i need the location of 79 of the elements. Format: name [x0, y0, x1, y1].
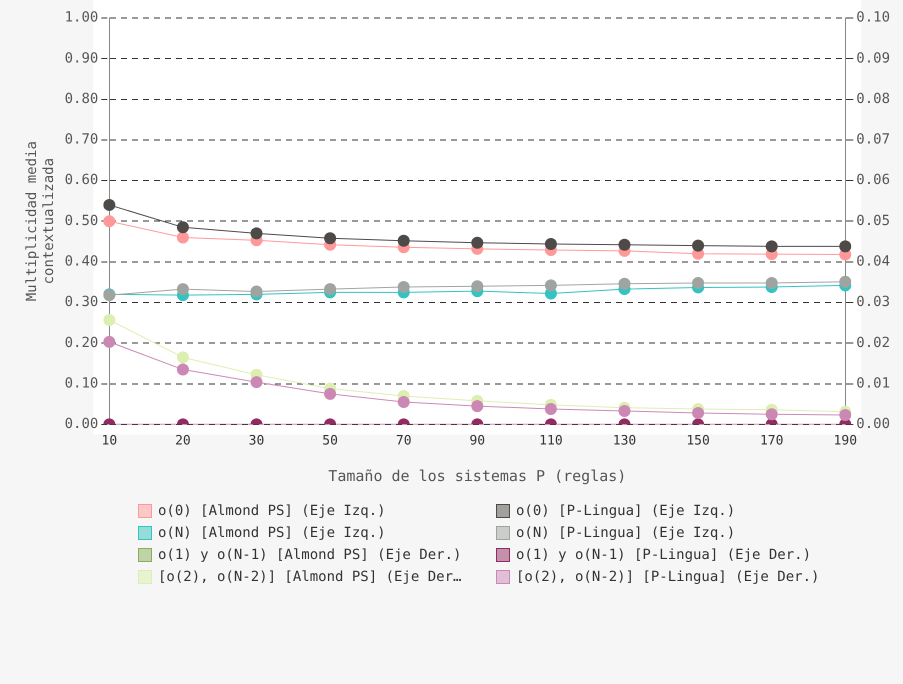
x-tick-label: 20: [175, 434, 191, 449]
y2-tick-label: 0.10: [856, 10, 890, 26]
point: [766, 276, 778, 289]
point: [176, 351, 189, 364]
y-tick-label: 0.50: [64, 212, 98, 229]
point: [544, 402, 557, 415]
point: [471, 280, 484, 292]
y-tick-label: 0.60: [64, 172, 98, 188]
point: [692, 240, 704, 252]
legend-label: o(N) [P-Lingua] (Eje Izq.): [515, 524, 736, 543]
x-tick-label: 130: [612, 434, 636, 449]
point: [766, 240, 778, 252]
point: [839, 240, 852, 252]
point: [250, 286, 263, 298]
point: [398, 396, 410, 408]
legend-label: [o(2), o(N-2)] [Almond PS] (Eje Der…: [157, 568, 462, 587]
point: [398, 281, 410, 294]
y2-tick-label: 0.05: [856, 212, 890, 229]
legend-label: o(1) y o(N-1) [P-Lingua] (Eje Der.): [515, 546, 812, 565]
y-tick-label: 0.80: [64, 90, 98, 107]
point: [103, 314, 116, 326]
x-tick-label: 90: [469, 434, 486, 449]
y2-tick-label: 0.02: [856, 334, 890, 351]
y2-tick-label: 0.00: [856, 416, 890, 432]
point: [618, 278, 630, 290]
y-tick-label: 1.00: [64, 10, 98, 26]
x-tick-label: 190: [834, 434, 858, 449]
point: [471, 400, 484, 412]
point: [618, 238, 630, 251]
x-tick-label: 50: [322, 434, 338, 449]
point: [692, 276, 704, 289]
y2-tick-label: 0.04: [856, 253, 890, 270]
legend-label: o(0) [Almond PS] (Eje Izq.): [157, 502, 387, 521]
point: [176, 221, 189, 234]
point: [839, 409, 852, 422]
y2-tick-label: 0.01: [856, 375, 890, 392]
y2-tick-label: 0.09: [856, 50, 890, 66]
x-axis-title: Tamaño de los sistemas P (reglas): [328, 466, 626, 485]
point: [250, 376, 263, 388]
point: [176, 364, 189, 376]
x-tick-label: 10: [101, 434, 118, 449]
point: [176, 283, 189, 296]
point: [471, 236, 484, 249]
point: [176, 231, 189, 244]
point: [766, 408, 778, 420]
point: [544, 279, 557, 292]
point: [692, 407, 704, 420]
point: [618, 404, 630, 417]
x-tick-label: 150: [686, 434, 710, 449]
point: [324, 388, 336, 400]
y-tick-label: 0.20: [64, 334, 98, 351]
y-tick-label: 0.40: [64, 253, 98, 270]
legend-label: o(N) [Almond PS] (Eje Izq.): [157, 524, 387, 543]
point: [103, 336, 116, 348]
x-tick-label: 30: [248, 434, 264, 449]
y-tick-label: 0.00: [64, 416, 98, 432]
y-tick-label: 0.30: [64, 294, 98, 310]
y2-tick-label: 0.07: [856, 132, 890, 148]
y2-tick-label: 0.06: [856, 172, 890, 188]
point: [544, 238, 557, 250]
x-tick-label: 70: [396, 434, 412, 449]
point: [324, 232, 336, 244]
legend-label: [o(2), o(N-2)] [P-Lingua] (Eje Der.): [515, 568, 820, 587]
legend-label: o(1) y o(N-1) [Almond PS] (Eje Der.): [157, 546, 462, 565]
y-tick-label: 0.10: [64, 375, 98, 392]
point: [103, 198, 116, 211]
y-tick-label: 0.90: [64, 50, 98, 66]
point: [103, 215, 116, 228]
y-tick-label: 0.70: [64, 132, 98, 148]
point: [324, 283, 336, 296]
legend-label: o(0) [P-Lingua] (Eje Izq.): [515, 502, 736, 521]
y2-tick-label: 0.08: [856, 90, 890, 107]
point: [398, 234, 410, 247]
point: [250, 227, 263, 240]
x-tick-label: 170: [760, 434, 784, 449]
y-axis-title: Multiplicidad media contextualizada: [24, 141, 57, 302]
x-tick-label: 110: [539, 434, 563, 449]
point: [839, 276, 852, 288]
y2-tick-label: 0.03: [856, 294, 890, 310]
